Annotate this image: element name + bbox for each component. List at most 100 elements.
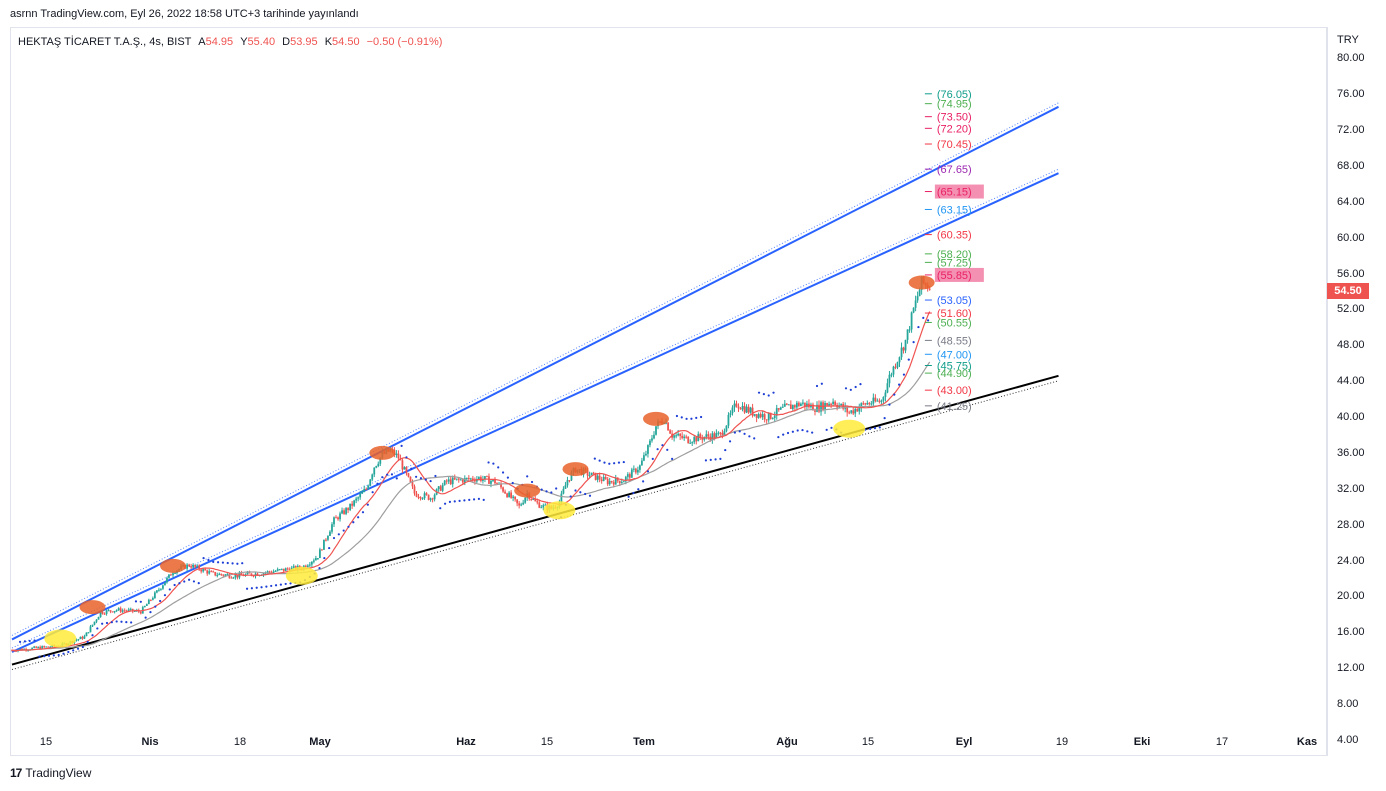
resistance-touch-marker — [160, 558, 186, 573]
sar-dot — [719, 457, 722, 460]
candle-body — [361, 491, 364, 494]
candle-body — [365, 488, 368, 490]
candle-body — [691, 442, 694, 444]
candle-body — [192, 564, 195, 568]
candle-body — [453, 477, 456, 480]
price-tick-label: 12.00 — [1337, 662, 1365, 675]
chart-pane[interactable] — [10, 27, 1327, 756]
candle-body — [188, 564, 190, 567]
resistance-touch-marker — [643, 411, 669, 426]
candle-body — [753, 414, 756, 416]
high-label: Y — [240, 36, 248, 48]
currency-label[interactable]: TRY — [1337, 34, 1359, 46]
sar-dot — [245, 587, 249, 590]
time-tick-label: Tem — [633, 736, 655, 748]
time-tick-label: 15 — [39, 736, 53, 748]
candle-body — [542, 505, 545, 508]
candle-body — [337, 517, 339, 520]
sar-dot — [825, 428, 828, 431]
sar-dot — [458, 499, 461, 502]
sar-dot — [898, 383, 901, 386]
sar-dot — [260, 586, 263, 589]
sar-dot — [386, 473, 389, 476]
candle-body — [814, 410, 816, 412]
open-value: 54.95 — [205, 36, 234, 48]
candle-body — [125, 610, 128, 612]
sar-dot — [28, 639, 31, 643]
candle-body — [319, 549, 321, 559]
resistance-touch-marker — [369, 445, 396, 460]
sar-dot — [753, 437, 756, 440]
candle-body — [333, 517, 335, 525]
level-label: (50.55) — [937, 317, 972, 329]
candle-body — [93, 621, 96, 625]
candle-body — [747, 406, 750, 413]
resistance-touch-marker — [514, 483, 541, 498]
candle-body — [904, 339, 907, 351]
sar-dot — [429, 479, 432, 483]
sar-dot — [424, 478, 427, 481]
level-label: (65.15) — [937, 187, 972, 199]
sar-dot — [231, 562, 234, 565]
candle-body — [894, 366, 897, 368]
sar-dot — [613, 462, 616, 465]
sar-dot — [419, 477, 423, 480]
sar-dot — [748, 435, 751, 438]
candle-body — [793, 405, 796, 408]
candle-body — [292, 566, 295, 568]
candle-body — [407, 473, 410, 477]
candle-body — [473, 480, 476, 482]
candle-body — [506, 493, 508, 498]
candle-body — [208, 571, 211, 574]
sar-dot — [159, 599, 162, 603]
sar-dot — [434, 474, 437, 478]
candle-body — [286, 568, 289, 570]
sar-dot — [265, 585, 268, 588]
sar-dot — [86, 640, 89, 644]
sar-dot — [820, 382, 823, 385]
candle-body — [107, 610, 110, 612]
level-label: (51.60) — [937, 308, 972, 320]
sar-dot — [72, 649, 75, 652]
candle-body — [91, 624, 94, 627]
sar-dot — [284, 582, 287, 586]
sar-dot — [221, 561, 225, 564]
candle-body — [21, 648, 23, 651]
candle-body — [121, 610, 124, 612]
candle-body — [540, 507, 543, 509]
candle-body — [673, 435, 676, 438]
candle-body — [457, 478, 460, 480]
candle-body — [606, 479, 609, 485]
candle-body — [645, 453, 647, 456]
candle-body — [367, 485, 370, 490]
candle-body — [357, 497, 360, 499]
candle-body — [427, 494, 430, 500]
symbol-name[interactable]: HEKTAŞ TİCARET T.A.Ş., 4s, BIST — [18, 36, 192, 48]
sar-dot — [250, 587, 253, 590]
tradingview-brand[interactable]: 17 TradingView — [10, 766, 91, 780]
candle-body — [198, 565, 201, 570]
sar-dot — [361, 511, 365, 514]
sar-dot — [33, 639, 36, 642]
candle-body — [95, 619, 98, 622]
candle-body — [218, 573, 221, 576]
candle-body — [353, 500, 356, 506]
candle-body — [168, 574, 170, 578]
low-label: D — [282, 36, 291, 48]
candle-body — [467, 477, 470, 480]
sar-dot — [671, 457, 674, 460]
candle-body — [586, 469, 589, 476]
candle-body — [500, 483, 502, 488]
candle-body — [725, 425, 728, 432]
candle-body — [417, 496, 420, 498]
candle-body — [220, 573, 223, 575]
candle-body — [787, 404, 790, 406]
candle-body — [679, 433, 682, 436]
candle-body — [632, 468, 635, 470]
candle-body — [172, 573, 174, 576]
candle-body — [649, 440, 651, 446]
candle-body — [588, 475, 591, 477]
level-label: (53.05) — [937, 295, 972, 307]
candle-body — [743, 405, 746, 413]
time-tick-label: 15 — [861, 736, 875, 748]
